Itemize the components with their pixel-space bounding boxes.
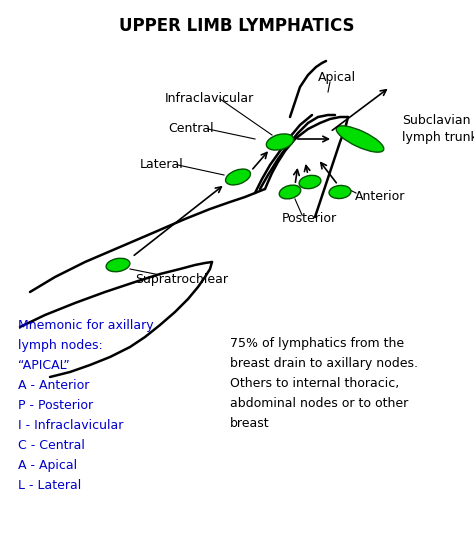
Ellipse shape: [226, 169, 250, 185]
Text: UPPER LIMB LYMPHATICS: UPPER LIMB LYMPHATICS: [119, 17, 355, 35]
Text: I - Infraclavicular: I - Infraclavicular: [18, 419, 123, 432]
Text: Others to internal thoracic,: Others to internal thoracic,: [230, 377, 399, 390]
Ellipse shape: [106, 258, 130, 272]
Text: L - Lateral: L - Lateral: [18, 479, 81, 492]
Text: Anterior: Anterior: [355, 190, 405, 203]
Text: abdominal nodes or to other: abdominal nodes or to other: [230, 397, 408, 410]
Text: Mnemonic for axillary: Mnemonic for axillary: [18, 319, 154, 332]
Text: “APICAL”: “APICAL”: [18, 359, 70, 372]
Text: breast: breast: [230, 417, 270, 430]
Ellipse shape: [266, 134, 294, 150]
Text: 75% of lymphatics from the: 75% of lymphatics from the: [230, 337, 404, 350]
Text: lymph nodes:: lymph nodes:: [18, 339, 103, 352]
Text: Apical: Apical: [318, 71, 356, 84]
Text: Supratrochlear: Supratrochlear: [135, 272, 228, 286]
Text: A - Anterior: A - Anterior: [18, 379, 90, 392]
Text: Infraclavicular: Infraclavicular: [165, 92, 254, 106]
Text: C - Central: C - Central: [18, 439, 85, 452]
Text: A - Apical: A - Apical: [18, 459, 77, 472]
Text: P - Posterior: P - Posterior: [18, 399, 93, 412]
Text: Posterior: Posterior: [282, 212, 337, 225]
Text: Lateral: Lateral: [140, 159, 184, 172]
Text: Central: Central: [168, 123, 214, 136]
Ellipse shape: [279, 185, 301, 199]
Ellipse shape: [299, 176, 321, 189]
Ellipse shape: [329, 185, 351, 199]
Text: Subclavian
lymph trunk: Subclavian lymph trunk: [402, 114, 474, 143]
Ellipse shape: [336, 126, 384, 152]
Text: breast drain to axillary nodes.: breast drain to axillary nodes.: [230, 357, 418, 370]
